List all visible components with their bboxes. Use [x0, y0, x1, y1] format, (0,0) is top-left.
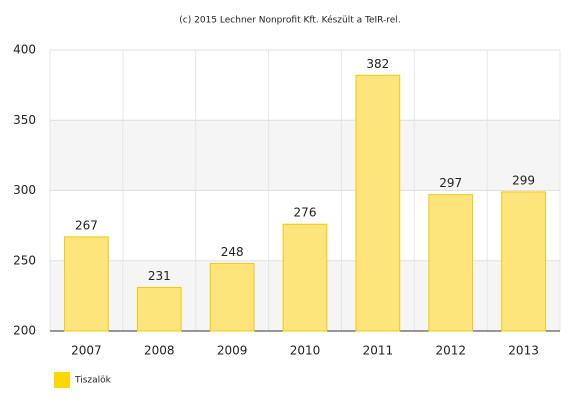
bar [428, 194, 474, 332]
data-label: 297 [439, 176, 462, 190]
legend-label: Tiszalök [74, 376, 112, 386]
data-label: 248 [221, 245, 244, 259]
legend-swatch [54, 372, 70, 388]
bar [136, 286, 182, 332]
data-label: 276 [294, 206, 317, 220]
x-tick-label: 2013 [508, 344, 539, 358]
plot-band [50, 120, 560, 191]
x-tick-label: 2012 [435, 344, 466, 358]
bar [501, 191, 546, 332]
x-tick-label: 2009 [217, 344, 248, 358]
bar [64, 236, 109, 332]
y-tick-label: 200 [13, 324, 36, 338]
x-tick-label: 2007 [71, 344, 102, 358]
y-tick-label: 300 [13, 183, 36, 197]
x-tick-label: 2011 [363, 344, 394, 358]
x-tick-label: 2010 [290, 344, 321, 358]
y-tick-label: 400 [13, 43, 36, 57]
data-label: 231 [148, 269, 171, 283]
data-label: 382 [366, 57, 389, 71]
data-label: 267 [75, 218, 98, 232]
data-label: 299 [512, 173, 535, 187]
x-tick-label: 2008 [144, 344, 175, 358]
bar [355, 74, 401, 332]
bar [282, 223, 328, 332]
bar [209, 263, 255, 332]
y-tick-label: 250 [13, 253, 36, 267]
chart-title: (c) 2015 Lechner Nonprofit Kft. Készült … [179, 15, 400, 26]
y-tick-label: 350 [13, 113, 36, 127]
